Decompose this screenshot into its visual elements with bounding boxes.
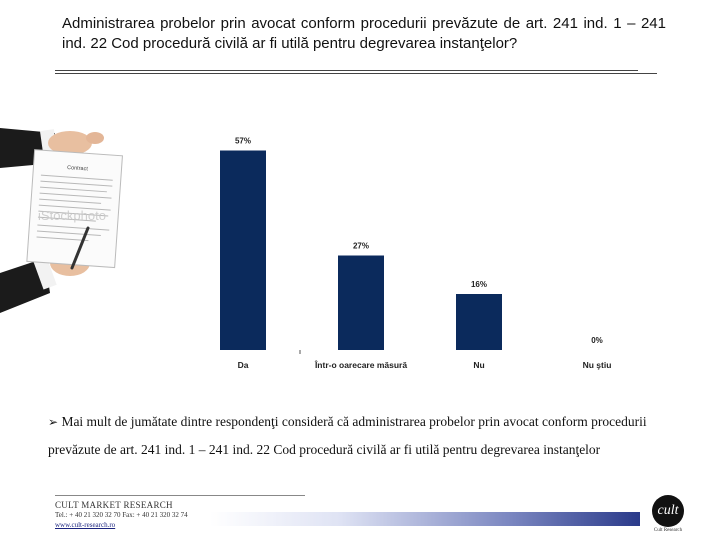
title-underline — [55, 70, 638, 71]
contract-signing-photo: Contract iStockphoto — [0, 108, 135, 323]
company-contact: Tel.: + 40 21 320 32 70 Fax: + 40 21 320… — [55, 511, 188, 519]
footer-gradient-band — [210, 512, 640, 526]
bar-0 — [220, 150, 266, 350]
company-website-link[interactable]: www.cult-research.ro — [55, 521, 116, 529]
title-underline-secondary — [55, 73, 657, 74]
company-logo: cult — [652, 495, 684, 527]
category-label-1: Într-o oarecare măsură — [314, 359, 407, 370]
bar-value-label-0: 57% — [235, 137, 251, 146]
footer-divider — [55, 495, 305, 496]
summary-bullet: ➢ Mai mult de jumătate dintre respondenţ… — [48, 408, 676, 463]
bar-1 — [338, 255, 384, 350]
document-heading: Contract — [67, 165, 89, 172]
bar-chart: 57% Da 27% Într-o oarecare măsură 16% Nu 0% Nu … — [220, 137, 612, 370]
category-label-0: Da — [238, 360, 249, 370]
bar-2 — [456, 294, 502, 350]
category-label-3: Nu ştiu — [583, 360, 612, 370]
bar-value-label-2: 16% — [471, 280, 487, 289]
photo-watermark: iStockphoto — [38, 208, 106, 223]
company-name: CULT MARKET RESEARCH — [55, 500, 173, 510]
summary-text: Mai mult de jumătate dintre respondenţi … — [48, 414, 647, 457]
company-logo-caption: Cult Research — [653, 528, 683, 533]
bullet-arrow-icon: ➢ — [48, 415, 59, 429]
category-label-2: Nu — [473, 360, 484, 370]
bar-value-label-3: 0% — [591, 336, 603, 345]
bar-value-label-1: 27% — [353, 242, 369, 251]
slide-title: Administrarea probelor prin avocat confo… — [62, 15, 666, 52]
